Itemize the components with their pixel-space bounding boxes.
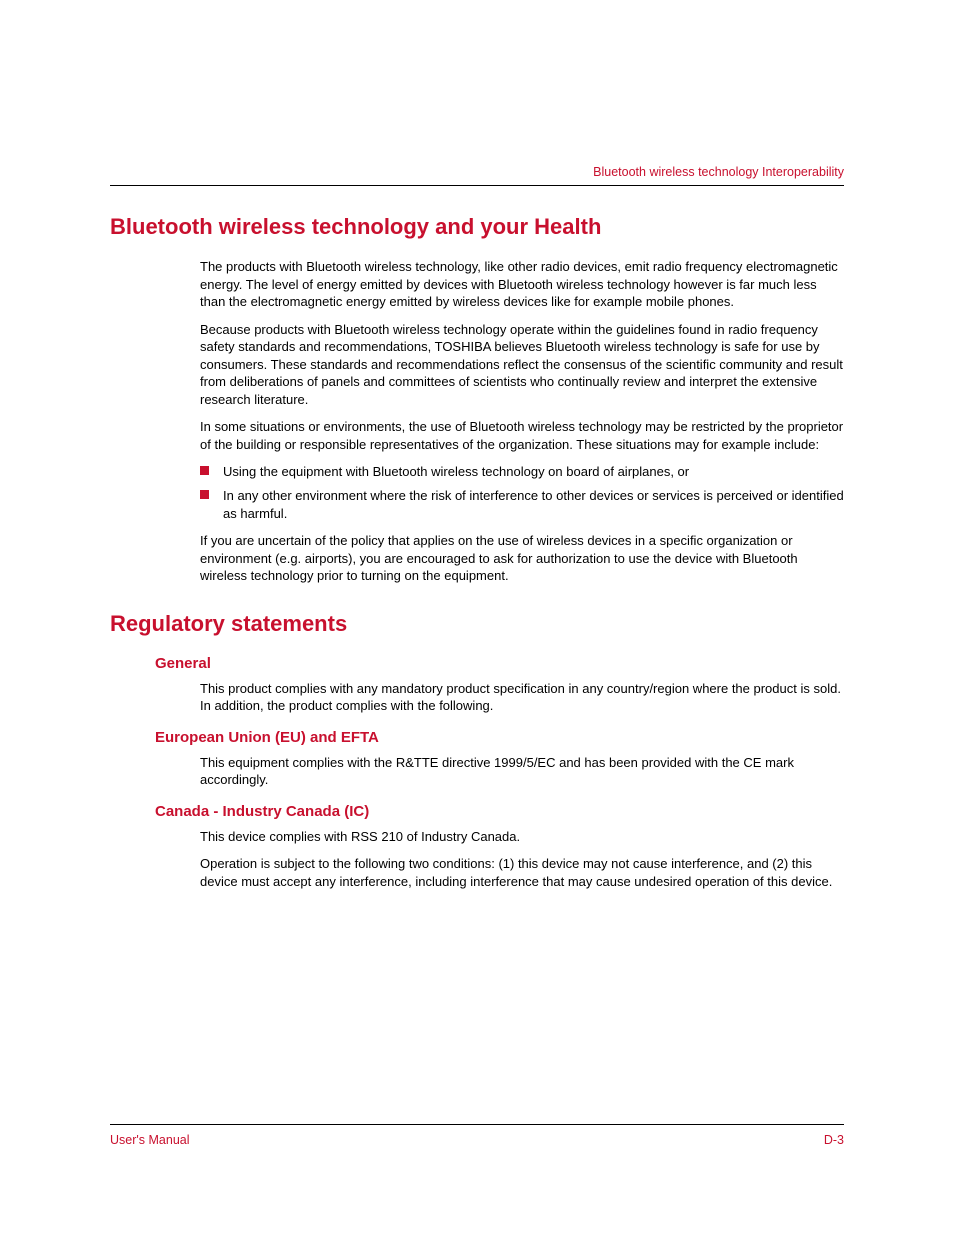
sub-canada-para1: This device complies with RSS 210 of Ind…: [200, 828, 844, 846]
sub-eu-body: This equipment complies with the R&TTE d…: [200, 754, 844, 789]
section1-para4: If you are uncertain of the policy that …: [200, 532, 844, 585]
sub-canada-para2: Operation is subject to the following tw…: [200, 855, 844, 890]
sub-general-title: General: [155, 655, 844, 672]
bullet-item: Using the equipment with Bluetooth wirel…: [200, 463, 844, 481]
section1-para2: Because products with Bluetooth wireless…: [200, 321, 844, 409]
footer-right: D-3: [824, 1133, 844, 1147]
section1-body: The products with Bluetooth wireless tec…: [200, 258, 844, 585]
header-rule: Bluetooth wireless technology Interopera…: [110, 165, 844, 186]
section1-title: Bluetooth wireless technology and your H…: [110, 214, 844, 240]
sub-eu-para: This equipment complies with the R&TTE d…: [200, 754, 844, 789]
square-bullet-icon: [200, 490, 209, 499]
sub-canada-title: Canada - Industry Canada (IC): [155, 803, 844, 820]
sub-general-body: This product complies with any mandatory…: [200, 680, 844, 715]
page-content: Bluetooth wireless technology Interopera…: [0, 0, 954, 891]
sub-canada-body: This device complies with RSS 210 of Ind…: [200, 828, 844, 891]
sub-general-para: This product complies with any mandatory…: [200, 680, 844, 715]
section1-para3: In some situations or environments, the …: [200, 418, 844, 453]
square-bullet-icon: [200, 466, 209, 475]
running-header: Bluetooth wireless technology Interopera…: [110, 165, 844, 179]
section1-para1: The products with Bluetooth wireless tec…: [200, 258, 844, 311]
page-footer: User's Manual D-3: [110, 1124, 844, 1147]
sub-eu-title: European Union (EU) and EFTA: [155, 729, 844, 746]
bullet-text: Using the equipment with Bluetooth wirel…: [223, 463, 689, 481]
bullet-text: In any other environment where the risk …: [223, 487, 844, 522]
bullet-item: In any other environment where the risk …: [200, 487, 844, 522]
section2-title: Regulatory statements: [110, 611, 844, 637]
footer-left: User's Manual: [110, 1133, 190, 1147]
